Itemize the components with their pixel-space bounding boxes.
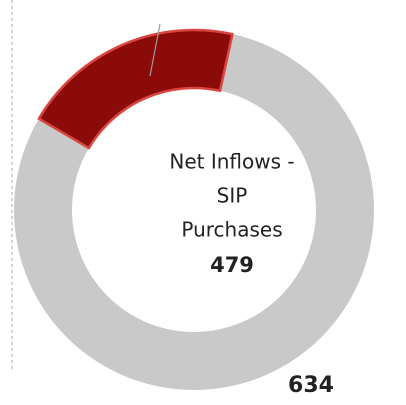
center-label: Purchases xyxy=(181,218,282,242)
donut-segment xyxy=(37,28,234,150)
center-value: 479 xyxy=(210,253,254,277)
center-label: Net Inflows - xyxy=(169,150,294,174)
donut xyxy=(13,28,374,390)
center-label: SIP xyxy=(217,184,248,208)
value-label: 634 xyxy=(288,373,334,398)
leader-line xyxy=(149,23,161,77)
donut-segment xyxy=(13,34,374,390)
